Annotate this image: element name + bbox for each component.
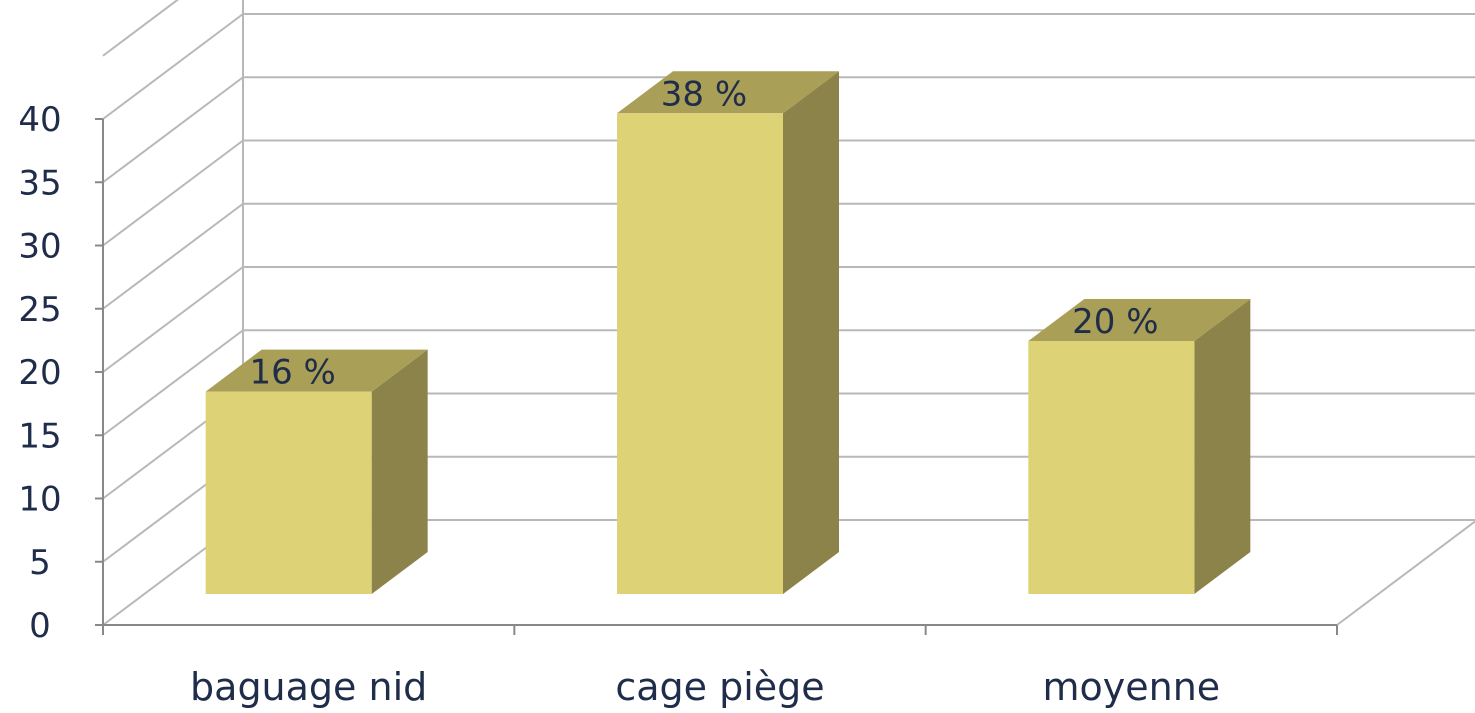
gridline-side	[102, 0, 179, 57]
x-tick-label: cage piège	[615, 665, 824, 709]
gridline-side	[102, 266, 244, 373]
gridline-side	[102, 76, 244, 184]
y-tick-label: 40	[18, 100, 61, 140]
y-tick-label: 15	[18, 416, 61, 456]
y-tick-label: 20	[18, 353, 61, 393]
data-label: 20 %	[1072, 302, 1158, 342]
bar-side	[371, 349, 428, 594]
bar-side	[783, 71, 839, 595]
bars-layer	[205, 71, 1251, 595]
bar-side	[1194, 299, 1251, 594]
bar-top	[1028, 299, 1251, 341]
gridline-side	[102, 202, 244, 310]
bar-top	[205, 349, 428, 392]
gridline-side	[102, 139, 244, 247]
y-tick-label: 5	[29, 543, 51, 583]
y-tick-label: 35	[18, 163, 61, 203]
x-tick-label: baguage nid	[190, 665, 427, 709]
gridline-side	[102, 329, 244, 437]
grid-layer	[102, 0, 1475, 626]
data-label: 38 %	[661, 74, 747, 114]
data-label: 16 %	[249, 353, 335, 393]
axis-layer: 0 5 10 15 20 25 30 35 40 baguage nid cage piège moy…	[18, 100, 1338, 709]
labels-layer: 16 % 38 % 20 %	[249, 74, 1158, 392]
y-tick-label: 25	[18, 290, 61, 330]
gridline-side	[102, 13, 244, 120]
y-tick-label: 30	[18, 227, 61, 267]
y-tick-label: 0	[29, 606, 51, 646]
bar	[1028, 341, 1195, 594]
bar	[617, 113, 783, 595]
bar-top	[617, 71, 839, 114]
bar	[205, 391, 372, 594]
y-tick-label: 10	[18, 480, 61, 520]
x-tick-label: moyenne	[1042, 665, 1220, 709]
